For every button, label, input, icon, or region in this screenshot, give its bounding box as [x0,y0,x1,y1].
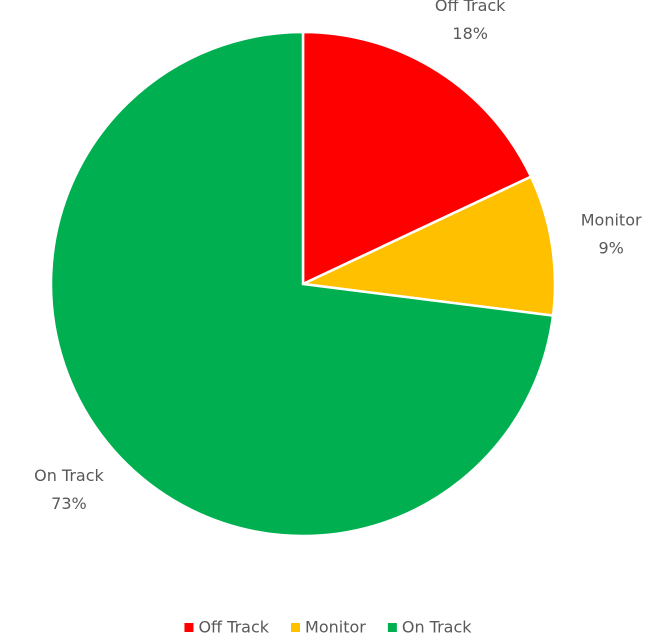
legend-label: Monitor [305,618,366,637]
legend-swatch [184,623,194,632]
pie-slice [298,175,557,317]
slice-label-value: 9% [598,239,623,258]
slice-label-name: Monitor [581,211,642,230]
slice-label-value: 73% [51,494,87,513]
legend-label: On Track [402,618,472,637]
slice-label-name: Off Track [435,0,506,15]
slice-label-value: 18% [452,24,488,43]
legend-swatch [291,623,301,632]
slice-label-name: On Track [34,466,104,485]
pie-slice [301,30,533,286]
legend-label: Off Track [198,618,269,637]
pie-slice [49,30,555,538]
legend-swatch [387,623,397,632]
